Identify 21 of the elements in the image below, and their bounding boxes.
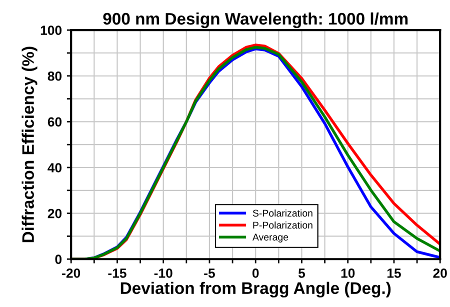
- legend-label: Average: [252, 234, 288, 243]
- y-tick-label: 80: [48, 71, 62, 81]
- x-axis-title: Deviation from Bragg Angle (Deg.): [120, 282, 391, 298]
- x-tick-label: 0: [252, 268, 259, 278]
- x-tick-label: 15: [387, 268, 401, 278]
- x-tick-label: -20: [62, 268, 80, 278]
- x-tick-label: 20: [433, 268, 447, 278]
- y-axis-title: Diffraction Efficiency (%): [22, 46, 38, 242]
- x-tick-label: -5: [204, 268, 215, 278]
- x-tick-label: 5: [298, 268, 306, 278]
- y-tick-label: 0: [55, 254, 62, 264]
- y-tick-label: 60: [48, 117, 62, 127]
- legend-label: S-Polarization: [252, 209, 312, 217]
- legend-label: P-Polarization: [253, 221, 312, 229]
- x-tick-label: -10: [154, 268, 172, 278]
- x-tick-label: -15: [108, 268, 126, 278]
- y-tick-label: 40: [48, 163, 62, 172]
- x-tick-label: 10: [341, 268, 355, 278]
- y-tick-label: 100: [40, 26, 62, 35]
- chart-title: 900 nm Design Wavelength: 1000 l/mm: [103, 12, 408, 28]
- y-tick-label: 20: [48, 208, 62, 218]
